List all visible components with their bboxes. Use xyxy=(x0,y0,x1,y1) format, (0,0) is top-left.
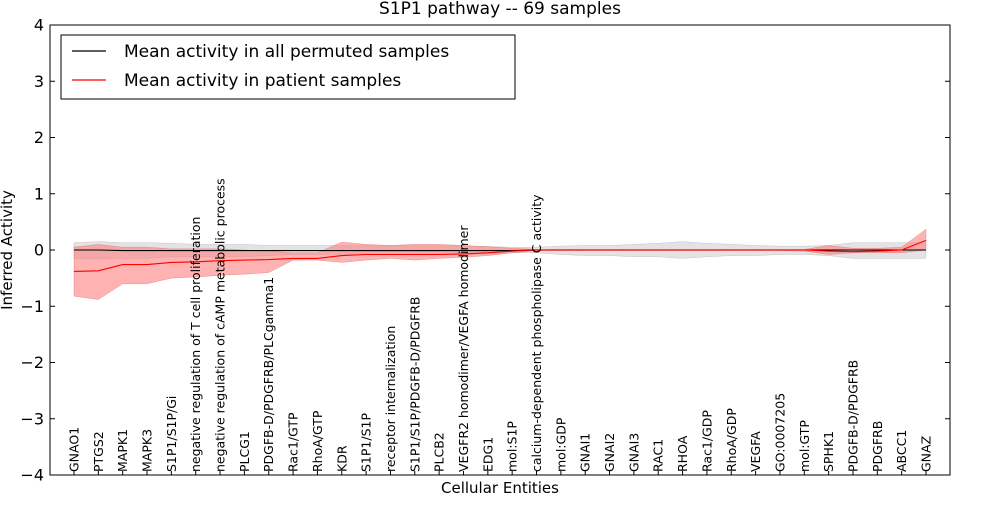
series-lines xyxy=(73,239,927,272)
x-tick-label: RhoA/GDP xyxy=(724,408,739,472)
x-tick-label: EDG1 xyxy=(480,437,495,472)
plot-frame xyxy=(49,24,951,476)
y-tick-label: 3 xyxy=(34,72,44,91)
x-tick-label: negative regulation of T cell proliferat… xyxy=(188,217,203,472)
x-tick-label: SPHK1 xyxy=(821,431,836,472)
x-tick-label: receptor internalization xyxy=(383,326,398,472)
x-tick-label: PDGFRB xyxy=(870,421,885,472)
x-tick-label: KDR xyxy=(334,445,349,472)
series-line-patient xyxy=(73,239,927,272)
y-tick-label: 0 xyxy=(34,241,44,260)
x-tick-label: GNAI2 xyxy=(602,433,617,472)
y-axis-label: Inferred Activity xyxy=(0,190,16,310)
x-tick-label: PLCB2 xyxy=(432,432,447,472)
x-tick-label: PLCG1 xyxy=(237,431,252,472)
x-axis-category-labels: GNAO1 PTGS2 MAPK1 MAPK3 S1P1/S1P/Gi negative … xyxy=(67,178,934,475)
x-tick-label: calcium-dependent phospholipase C activi… xyxy=(529,194,544,472)
legend: Mean activity in all permuted samples Me… xyxy=(60,34,516,100)
x-tick-label: Rac1/GDP xyxy=(699,410,714,472)
x-tick-label: MAPK1 xyxy=(115,429,130,472)
x-tick-label: MAPK3 xyxy=(140,429,155,472)
y-tick-label: 1 xyxy=(34,184,44,203)
x-tick-label: GO:0007205 xyxy=(772,393,787,472)
x-tick-label: RhoA/GTP xyxy=(310,410,325,472)
x-tick-label: mol:GTP xyxy=(797,420,812,472)
chart-title: S1P1 pathway -- 69 samples xyxy=(379,0,621,19)
x-tick-label: GNAI3 xyxy=(626,433,641,472)
legend-box xyxy=(60,34,516,100)
x-tick-label: PDGFB-D/PDGFRB/PLCgamma1 xyxy=(261,277,276,472)
x-tick-label: negative regulation of cAMP metabolic pr… xyxy=(213,178,228,472)
legend-label-patient: Mean activity in patient samples xyxy=(124,71,401,91)
x-tick-label: S1P1/S1P xyxy=(359,413,374,472)
x-tick-label: mol:S1P xyxy=(505,421,520,472)
y-tick-label: 4 xyxy=(34,16,44,35)
x-tick-label: RHOA xyxy=(675,435,690,472)
x-tick-label: VEGFA xyxy=(748,431,763,472)
x-tick-label: PDGFB-D/PDGFRB xyxy=(845,360,860,472)
x-tick-label: S1P1/S1P/Gi xyxy=(164,396,179,472)
x-tick-label: GNAI1 xyxy=(578,433,593,472)
x-tick-label: Rac1/GTP xyxy=(286,412,301,472)
legend-label-permuted: Mean activity in all permuted samples xyxy=(124,42,449,62)
x-tick-label: PTGS2 xyxy=(91,431,106,472)
x-tick-label: ABCC1 xyxy=(894,430,909,472)
y-axis-ticks: 4 3 2 1 0 −1 −2 −3 −4 xyxy=(20,16,950,485)
x-tick-label: mol:GDP xyxy=(553,417,568,472)
x-tick-label: GNAZ xyxy=(919,436,934,472)
y-tick-label: 2 xyxy=(34,128,44,147)
y-tick-label: −3 xyxy=(20,409,44,428)
x-tick-label: RAC1 xyxy=(651,439,666,472)
y-tick-label: −2 xyxy=(20,353,44,372)
x-tick-label: GNAO1 xyxy=(67,427,82,472)
y-tick-label: −4 xyxy=(20,466,44,485)
x-axis-label: Cellular Entities xyxy=(441,479,559,497)
x-tick-label: VEGFR2 homodimer/VEGFA homodimer xyxy=(456,225,471,472)
x-tick-label: S1P1/S1P/PDGFB-D/PDGFRB xyxy=(407,297,422,473)
y-tick-label: −1 xyxy=(20,297,44,316)
